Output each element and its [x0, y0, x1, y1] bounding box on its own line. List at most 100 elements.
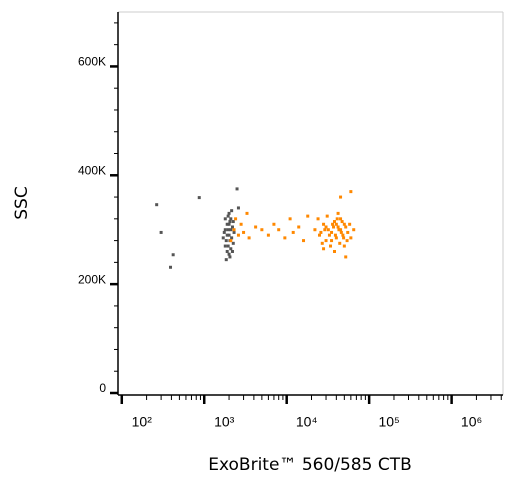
y-tick-label: 200K: [78, 272, 106, 286]
point: [247, 236, 251, 240]
point: [224, 239, 228, 243]
point: [297, 225, 301, 229]
point: [266, 233, 270, 237]
point: [236, 206, 240, 210]
point: [333, 233, 337, 237]
point: [197, 196, 201, 200]
point: [230, 236, 234, 240]
point: [277, 228, 281, 232]
point: [335, 217, 339, 221]
point: [349, 190, 353, 194]
x-tick-label: 10⁵: [378, 414, 399, 430]
point: [327, 233, 331, 237]
point: [336, 211, 340, 215]
point: [346, 230, 350, 234]
point: [323, 228, 327, 232]
point: [227, 222, 231, 226]
point: [171, 253, 175, 257]
point: [341, 233, 345, 237]
point: [338, 241, 342, 245]
point: [226, 228, 230, 232]
x-tick-label: 10²: [132, 414, 153, 430]
point: [229, 228, 233, 232]
point: [332, 225, 336, 229]
point: [331, 222, 335, 226]
point: [222, 230, 226, 234]
point: [242, 230, 246, 234]
point: [319, 230, 323, 234]
point: [227, 211, 231, 215]
point: [169, 265, 173, 269]
point: [340, 220, 344, 224]
point: [224, 258, 228, 262]
point: [159, 230, 163, 234]
x-tick-label: 10³: [214, 414, 235, 430]
point: [239, 222, 243, 226]
point: [349, 236, 353, 240]
point: [272, 222, 276, 226]
point: [318, 233, 322, 237]
point: [337, 228, 341, 232]
point: [329, 244, 333, 248]
point: [283, 236, 287, 240]
point: [254, 225, 258, 229]
point: [339, 195, 343, 199]
point: [232, 230, 236, 234]
point: [234, 217, 238, 221]
y-axis-title: SSC: [12, 186, 32, 219]
point: [322, 247, 326, 251]
point: [227, 252, 231, 256]
point: [345, 239, 349, 243]
point: [223, 244, 227, 248]
point: [230, 249, 234, 253]
point: [228, 220, 232, 224]
x-tick-label: 10⁴: [296, 414, 318, 430]
point: [324, 239, 328, 243]
point: [223, 228, 227, 232]
point: [339, 217, 343, 221]
point: [230, 209, 234, 213]
point: [225, 222, 229, 226]
point: [229, 217, 233, 221]
point: [302, 239, 306, 243]
point: [326, 228, 330, 232]
point: [324, 225, 328, 229]
point: [320, 241, 324, 245]
point: [232, 228, 236, 232]
point: [344, 255, 348, 259]
point: [348, 222, 352, 226]
point: [221, 236, 225, 240]
point: [352, 228, 356, 232]
x-tick-label: 10⁶: [461, 414, 482, 430]
point: [316, 217, 320, 221]
point: [342, 236, 346, 240]
point: [155, 203, 159, 207]
point: [339, 230, 343, 234]
point: [332, 220, 336, 224]
point: [288, 217, 292, 221]
point: [230, 225, 234, 229]
y-tick-label: 0: [99, 381, 106, 395]
x-axis-title: ExoBrite™ 560/585 CTB: [208, 455, 412, 475]
point: [225, 249, 229, 253]
point: [342, 222, 346, 226]
point: [332, 249, 336, 253]
point: [226, 244, 230, 248]
point: [228, 255, 232, 259]
point: [260, 228, 264, 232]
point: [291, 230, 295, 234]
point: [334, 236, 338, 240]
y-tick-label: 600K: [78, 55, 106, 69]
point: [330, 239, 334, 243]
point: [225, 233, 229, 237]
point: [306, 214, 310, 218]
point: [226, 214, 230, 218]
point: [223, 217, 227, 221]
point: [313, 228, 317, 232]
point: [336, 225, 340, 229]
point: [236, 233, 240, 237]
point: [334, 222, 338, 226]
point: [245, 211, 249, 215]
point: [231, 241, 235, 245]
